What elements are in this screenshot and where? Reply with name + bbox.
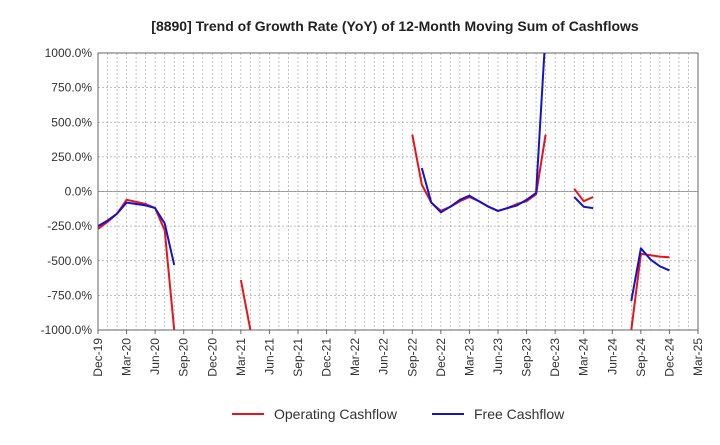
x-tick-label: Dec-20 <box>205 338 219 377</box>
x-tick-label: Dec-22 <box>434 338 448 377</box>
x-tick-label: Dec-24 <box>662 338 676 377</box>
series-line-free-cashflow <box>98 201 176 266</box>
y-tick-label: 1000.0% <box>45 46 93 60</box>
plot-frame <box>97 52 699 331</box>
legend: Operating Cashflow Free Cashflow <box>232 406 565 422</box>
x-tick-label: Jun-20 <box>148 338 162 375</box>
x-tick-label: Sep-23 <box>520 338 534 377</box>
x-tick-label: Jun-21 <box>262 338 276 375</box>
y-tick-label: -250.0% <box>47 219 92 233</box>
x-tick-label: Mar-23 <box>462 338 476 376</box>
y-tick-label: 500.0% <box>51 115 92 129</box>
series-line-operating-cashflow <box>239 279 252 330</box>
y-tick-label: 250.0% <box>51 150 92 164</box>
legend-label: Free Cashflow <box>474 406 565 422</box>
x-tick-label: Mar-22 <box>348 338 362 376</box>
legend-label: Operating Cashflow <box>274 406 398 422</box>
x-tick-label: Jun-24 <box>605 338 619 375</box>
x-tick-label: Dec-21 <box>320 338 334 377</box>
x-tick-label: Dec-23 <box>548 338 562 377</box>
series-line-free-cashflow <box>420 53 546 214</box>
chart-title: [8890] Trend of Growth Rate (YoY) of 12-… <box>151 18 639 34</box>
y-tick-label: -750.0% <box>47 288 92 302</box>
x-tick-label: Jun-22 <box>377 338 391 375</box>
series-free-cashflow <box>98 53 670 302</box>
grid-layer <box>97 52 699 331</box>
x-tick-label: Sep-20 <box>177 338 191 377</box>
series-line-free-cashflow <box>573 196 594 210</box>
x-tick-label: Sep-22 <box>405 338 419 377</box>
plot-layer <box>98 53 670 330</box>
x-tick-label: Dec-19 <box>91 338 105 377</box>
x-tick-label: Mar-20 <box>120 338 134 376</box>
series-line-operating-cashflow <box>573 188 594 203</box>
x-tick-label: Sep-24 <box>634 338 648 377</box>
y-tick-label: 750.0% <box>51 81 92 95</box>
series-line-free-cashflow <box>630 247 670 302</box>
x-tick-label: Mar-21 <box>234 338 248 376</box>
x-tick-label: Mar-25 <box>691 338 705 376</box>
y-tick-label: 0.0% <box>65 185 93 199</box>
x-tick-label: Sep-21 <box>291 338 305 377</box>
y-tick-label: -1000.0% <box>41 323 93 337</box>
x-tick-label: Mar-24 <box>577 338 591 376</box>
series-line-operating-cashflow <box>630 252 670 330</box>
x-tick-label: Jun-23 <box>491 338 505 375</box>
axis-layer: 1000.0% 750.0% 500.0% 250.0% 0.0% -250.0% -500… <box>41 46 705 377</box>
y-tick-label: -500.0% <box>47 254 92 268</box>
